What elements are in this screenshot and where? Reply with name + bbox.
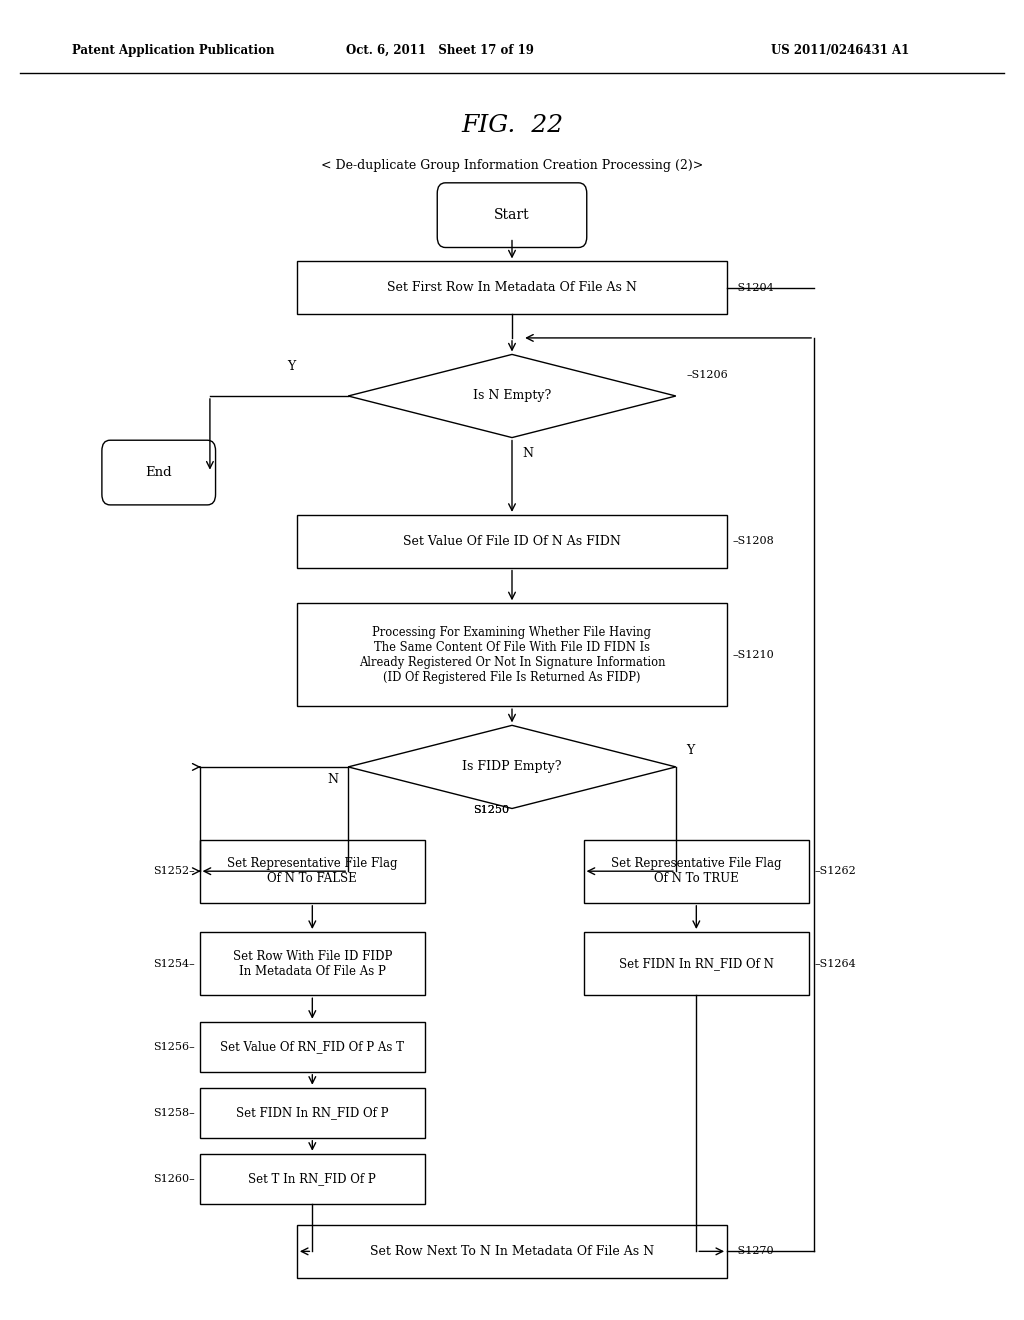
- Text: –S1204: –S1204: [732, 282, 774, 293]
- Bar: [297, 515, 727, 568]
- Bar: [584, 932, 809, 995]
- Text: US 2011/0246431 A1: US 2011/0246431 A1: [770, 44, 909, 57]
- Text: Is N Empty?: Is N Empty?: [473, 389, 551, 403]
- Text: Y: Y: [686, 743, 694, 756]
- Text: Set FIDN In RN_FID Of N: Set FIDN In RN_FID Of N: [618, 957, 774, 970]
- Text: –S1264: –S1264: [814, 958, 856, 969]
- Text: End: End: [145, 466, 172, 479]
- Text: Set FIDN In RN_FID Of P: Set FIDN In RN_FID Of P: [237, 1106, 388, 1119]
- Text: –S1208: –S1208: [732, 536, 774, 546]
- Text: S1250: S1250: [473, 805, 510, 816]
- Text: S1252–: S1252–: [153, 866, 195, 876]
- Text: –S1210: –S1210: [732, 649, 774, 660]
- FancyBboxPatch shape: [437, 182, 587, 248]
- Text: S1250: S1250: [473, 805, 510, 816]
- Bar: [200, 1154, 425, 1204]
- Text: –S1206: –S1206: [686, 370, 728, 380]
- Bar: [200, 1022, 425, 1072]
- Text: –S1270: –S1270: [732, 1246, 774, 1257]
- Bar: [200, 840, 425, 903]
- Text: Set Representative File Flag
Of N To TRUE: Set Representative File Flag Of N To TRU…: [611, 857, 781, 886]
- Text: Is FIDP Empty?: Is FIDP Empty?: [462, 760, 562, 774]
- Text: Set Row With File ID FIDP
In Metadata Of File As P: Set Row With File ID FIDP In Metadata Of…: [232, 949, 392, 978]
- Text: S1256–: S1256–: [153, 1041, 195, 1052]
- Text: S1260–: S1260–: [153, 1173, 195, 1184]
- Text: Y: Y: [287, 360, 295, 374]
- Polygon shape: [348, 354, 676, 438]
- Text: Set Value Of RN_FID Of P As T: Set Value Of RN_FID Of P As T: [220, 1040, 404, 1053]
- Text: Oct. 6, 2011   Sheet 17 of 19: Oct. 6, 2011 Sheet 17 of 19: [346, 44, 535, 57]
- Text: FIG.  22: FIG. 22: [461, 114, 563, 137]
- Bar: [297, 1225, 727, 1278]
- Bar: [584, 840, 809, 903]
- Polygon shape: [348, 726, 676, 808]
- Text: Patent Application Publication: Patent Application Publication: [72, 44, 274, 57]
- Text: Set Row Next To N In Metadata Of File As N: Set Row Next To N In Metadata Of File As…: [370, 1245, 654, 1258]
- Text: –S1262: –S1262: [814, 866, 856, 876]
- Bar: [297, 261, 727, 314]
- Text: Start: Start: [495, 209, 529, 222]
- Bar: [297, 603, 727, 706]
- Text: < De-duplicate Group Information Creation Processing (2)>: < De-duplicate Group Information Creatio…: [321, 158, 703, 172]
- FancyBboxPatch shape: [102, 441, 216, 504]
- Text: Set Value Of File ID Of N As FIDN: Set Value Of File ID Of N As FIDN: [403, 535, 621, 548]
- Text: N: N: [328, 774, 339, 785]
- Text: S1254–: S1254–: [153, 958, 195, 969]
- Text: Set Representative File Flag
Of N To FALSE: Set Representative File Flag Of N To FAL…: [227, 857, 397, 886]
- Bar: [200, 1088, 425, 1138]
- Text: Set First Row In Metadata Of File As N: Set First Row In Metadata Of File As N: [387, 281, 637, 294]
- Text: N: N: [522, 447, 534, 459]
- Text: Processing For Examining Whether File Having
The Same Content Of File With File : Processing For Examining Whether File Ha…: [358, 626, 666, 684]
- Text: Set T In RN_FID Of P: Set T In RN_FID Of P: [249, 1172, 376, 1185]
- Bar: [200, 932, 425, 995]
- Text: S1258–: S1258–: [153, 1107, 195, 1118]
